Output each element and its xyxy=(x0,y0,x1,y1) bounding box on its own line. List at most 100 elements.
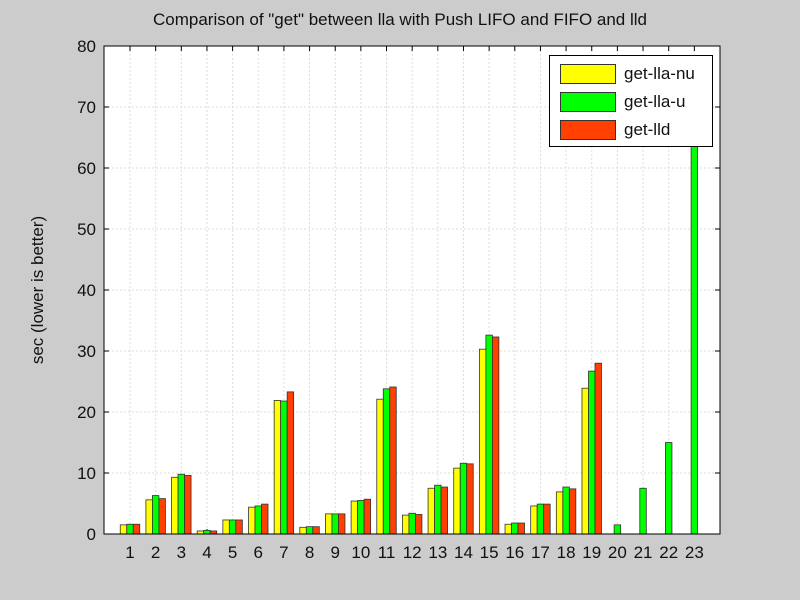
bar-get-lld xyxy=(286,391,295,535)
bar-get-lld xyxy=(312,526,320,535)
bar-get-lla-u xyxy=(562,486,570,535)
bar-get-lld xyxy=(415,514,423,535)
bar-get-lla-nu xyxy=(427,487,435,535)
legend-swatch-2 xyxy=(560,120,616,140)
legend: get-lla-nu get-lla-u get-lld xyxy=(549,55,713,147)
y-tick-label: 40 xyxy=(77,281,96,300)
bar-get-lla-nu xyxy=(581,387,589,535)
bar-get-lla-u xyxy=(177,473,185,535)
y-tick-label: 30 xyxy=(77,342,96,361)
x-tick-label: 18 xyxy=(557,543,576,562)
bar-get-lla-nu xyxy=(504,523,512,535)
bar-get-lla-u xyxy=(126,523,134,535)
x-tick-label: 3 xyxy=(177,543,186,562)
legend-swatch-1 xyxy=(560,92,616,112)
bar-get-lla-nu xyxy=(402,514,410,535)
x-tick-label: 2 xyxy=(151,543,160,562)
bar-get-lla-u xyxy=(485,334,493,535)
bar-get-lla-u xyxy=(511,522,519,535)
x-tick-label: 1 xyxy=(125,543,134,562)
bar-get-lla-nu xyxy=(453,467,461,535)
y-tick-label: 50 xyxy=(77,220,96,239)
legend-item: get-lla-nu xyxy=(560,62,695,86)
bar-get-lla-nu xyxy=(350,500,359,535)
bar-get-lld xyxy=(466,463,474,535)
bar-get-lla-nu xyxy=(299,526,307,535)
bar-get-lla-u xyxy=(305,526,314,535)
bar-get-lld xyxy=(363,498,372,535)
bar-get-lla-u xyxy=(434,484,442,535)
bar-get-lla-nu xyxy=(530,505,538,535)
bar-get-lla-nu xyxy=(171,476,179,535)
bar-get-lld xyxy=(184,475,192,535)
x-tick-label: 9 xyxy=(330,543,339,562)
bar-get-lla-nu xyxy=(145,499,153,535)
x-tick-label: 21 xyxy=(634,543,653,562)
bar-get-lla-u xyxy=(588,370,596,535)
x-tick-label: 20 xyxy=(608,543,627,562)
x-tick-label: 5 xyxy=(228,543,237,562)
x-tick-label: 12 xyxy=(403,543,422,562)
bar-get-lld xyxy=(517,522,525,535)
legend-label: get-lla-nu xyxy=(624,64,695,83)
x-tick-label: 13 xyxy=(428,543,447,562)
x-tick-label: 10 xyxy=(351,543,370,562)
bar-get-lla-u xyxy=(690,130,698,535)
y-tick-label: 80 xyxy=(77,37,96,56)
bar-get-lld xyxy=(491,336,500,535)
x-tick-label: 11 xyxy=(378,543,396,562)
bar-get-lld xyxy=(594,362,602,535)
bar-get-lla-nu xyxy=(325,513,333,535)
bar-get-lld xyxy=(338,513,346,535)
bar-get-lla-nu xyxy=(273,400,282,535)
x-tick-label: 15 xyxy=(480,543,499,562)
bar-get-lld xyxy=(440,486,448,535)
x-tick-label: 6 xyxy=(254,543,263,562)
x-tick-label: 23 xyxy=(685,543,704,562)
bar-get-lla-u xyxy=(639,487,647,535)
bar-get-lla-u xyxy=(254,505,262,535)
plot-frame xyxy=(103,45,721,535)
bar-get-lld xyxy=(235,519,243,535)
bar-get-lla-u xyxy=(228,519,237,535)
bar-get-lld xyxy=(261,503,269,535)
bar-get-lld xyxy=(132,523,141,535)
x-tick-label: 7 xyxy=(279,543,288,562)
legend-item: get-lla-u xyxy=(560,90,685,114)
bar-get-lla-u xyxy=(280,400,288,535)
x-tick-label: 22 xyxy=(659,543,678,562)
bar-get-lla-u xyxy=(408,512,416,535)
bar-get-lla-nu xyxy=(119,524,128,535)
bar-get-lla-u xyxy=(459,462,468,535)
bar-get-lld xyxy=(568,488,577,535)
bar-get-lla-u xyxy=(357,500,365,535)
chart-title: Comparison of "get" between lla with Pus… xyxy=(153,10,647,29)
bar-get-lla-nu xyxy=(555,491,564,535)
bar-get-lla-u xyxy=(331,513,339,535)
bar-get-lld xyxy=(543,503,551,535)
bar-get-lla-u xyxy=(536,503,545,535)
y-tick-label: 10 xyxy=(77,464,96,483)
x-tick-label: 4 xyxy=(202,543,211,562)
y-tick-label: 60 xyxy=(77,159,96,178)
legend-item: get-lld xyxy=(560,118,670,142)
bar-get-lla-nu xyxy=(478,348,487,535)
x-tick-label: 16 xyxy=(505,543,524,562)
x-tick-label: 8 xyxy=(305,543,314,562)
y-tick-label: 70 xyxy=(77,98,96,117)
bar-get-lla-u xyxy=(382,388,391,535)
legend-label: get-lla-u xyxy=(624,92,686,111)
legend-swatch-0 xyxy=(560,64,616,84)
x-tick-label: 14 xyxy=(454,543,473,562)
bar-get-lla-nu xyxy=(222,519,230,535)
y-tick-label: 0 xyxy=(87,525,96,544)
x-tick-label: 19 xyxy=(582,543,601,562)
bar-get-lla-nu xyxy=(376,398,384,535)
bar-get-lla-u xyxy=(665,442,673,535)
bar-get-lla-u xyxy=(613,524,622,535)
bar-get-lla-u xyxy=(203,529,211,535)
y-tick-label: 20 xyxy=(77,403,96,422)
bar-get-lld xyxy=(389,386,397,535)
bar-get-lld xyxy=(158,498,166,535)
x-tick-label: 17 xyxy=(531,543,550,562)
